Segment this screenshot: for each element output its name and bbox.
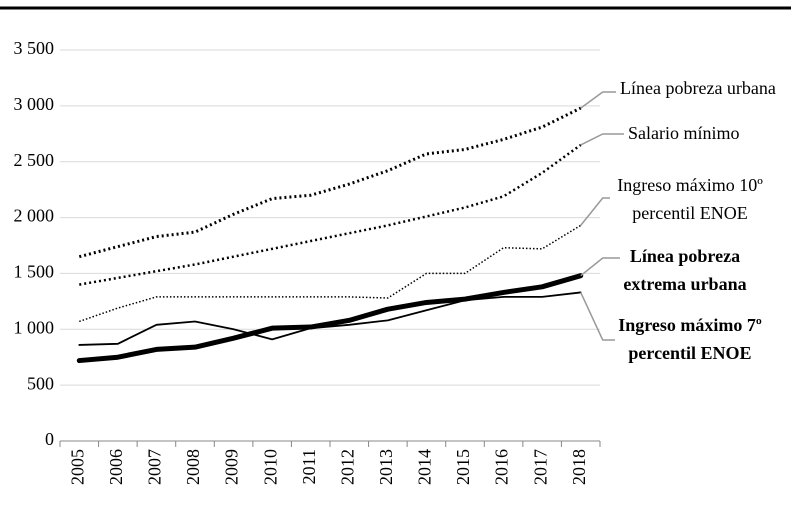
leader-line [580, 133, 624, 146]
series-label: Ingreso máximo 7º percentil ENOE [618, 315, 762, 363]
x-tick-label: 2018 [569, 449, 589, 485]
series-line [76, 273, 584, 364]
y-tick-label: 3 500 [14, 38, 55, 58]
x-tick-label: 2005 [67, 449, 87, 485]
x-tick-label: 2017 [530, 449, 550, 485]
x-tick-label: 2011 [299, 449, 319, 484]
x-tick-label: 2008 [183, 449, 203, 485]
leader-line [580, 292, 615, 341]
x-tick-label: 2016 [492, 449, 512, 485]
series-line [78, 291, 582, 346]
y-tick-label: 500 [27, 373, 54, 393]
series-label: Salario mínimo [628, 123, 740, 143]
y-tick-label: 2 500 [14, 150, 55, 170]
x-tick-label: 2006 [106, 449, 126, 485]
series-line [79, 143, 582, 286]
x-tick-label: 2007 [145, 449, 165, 485]
leader-line [580, 257, 620, 277]
series-label: Línea pobreza extrema urbana [623, 246, 747, 294]
series-label: Línea pobreza urbana [620, 78, 776, 98]
series-label: Ingreso máximo 10º percentil ENOE [617, 175, 763, 223]
y-tick-label: 1 500 [14, 262, 55, 282]
x-tick-label: 2010 [260, 449, 280, 485]
series-line [78, 106, 582, 259]
series-line [79, 224, 582, 323]
y-tick-label: 0 [45, 429, 54, 449]
x-tick-label: 2014 [415, 449, 435, 485]
y-tick-label: 3 000 [14, 94, 55, 114]
x-tick-label: 2012 [337, 449, 357, 485]
y-tick-label: 1 000 [14, 317, 55, 337]
leader-line [580, 91, 616, 109]
leader-line [580, 197, 610, 226]
x-tick-label: 2009 [222, 449, 242, 485]
x-tick-label: 2015 [453, 449, 473, 485]
x-tick-label: 2013 [376, 449, 396, 485]
y-tick-label: 2 000 [14, 206, 55, 226]
